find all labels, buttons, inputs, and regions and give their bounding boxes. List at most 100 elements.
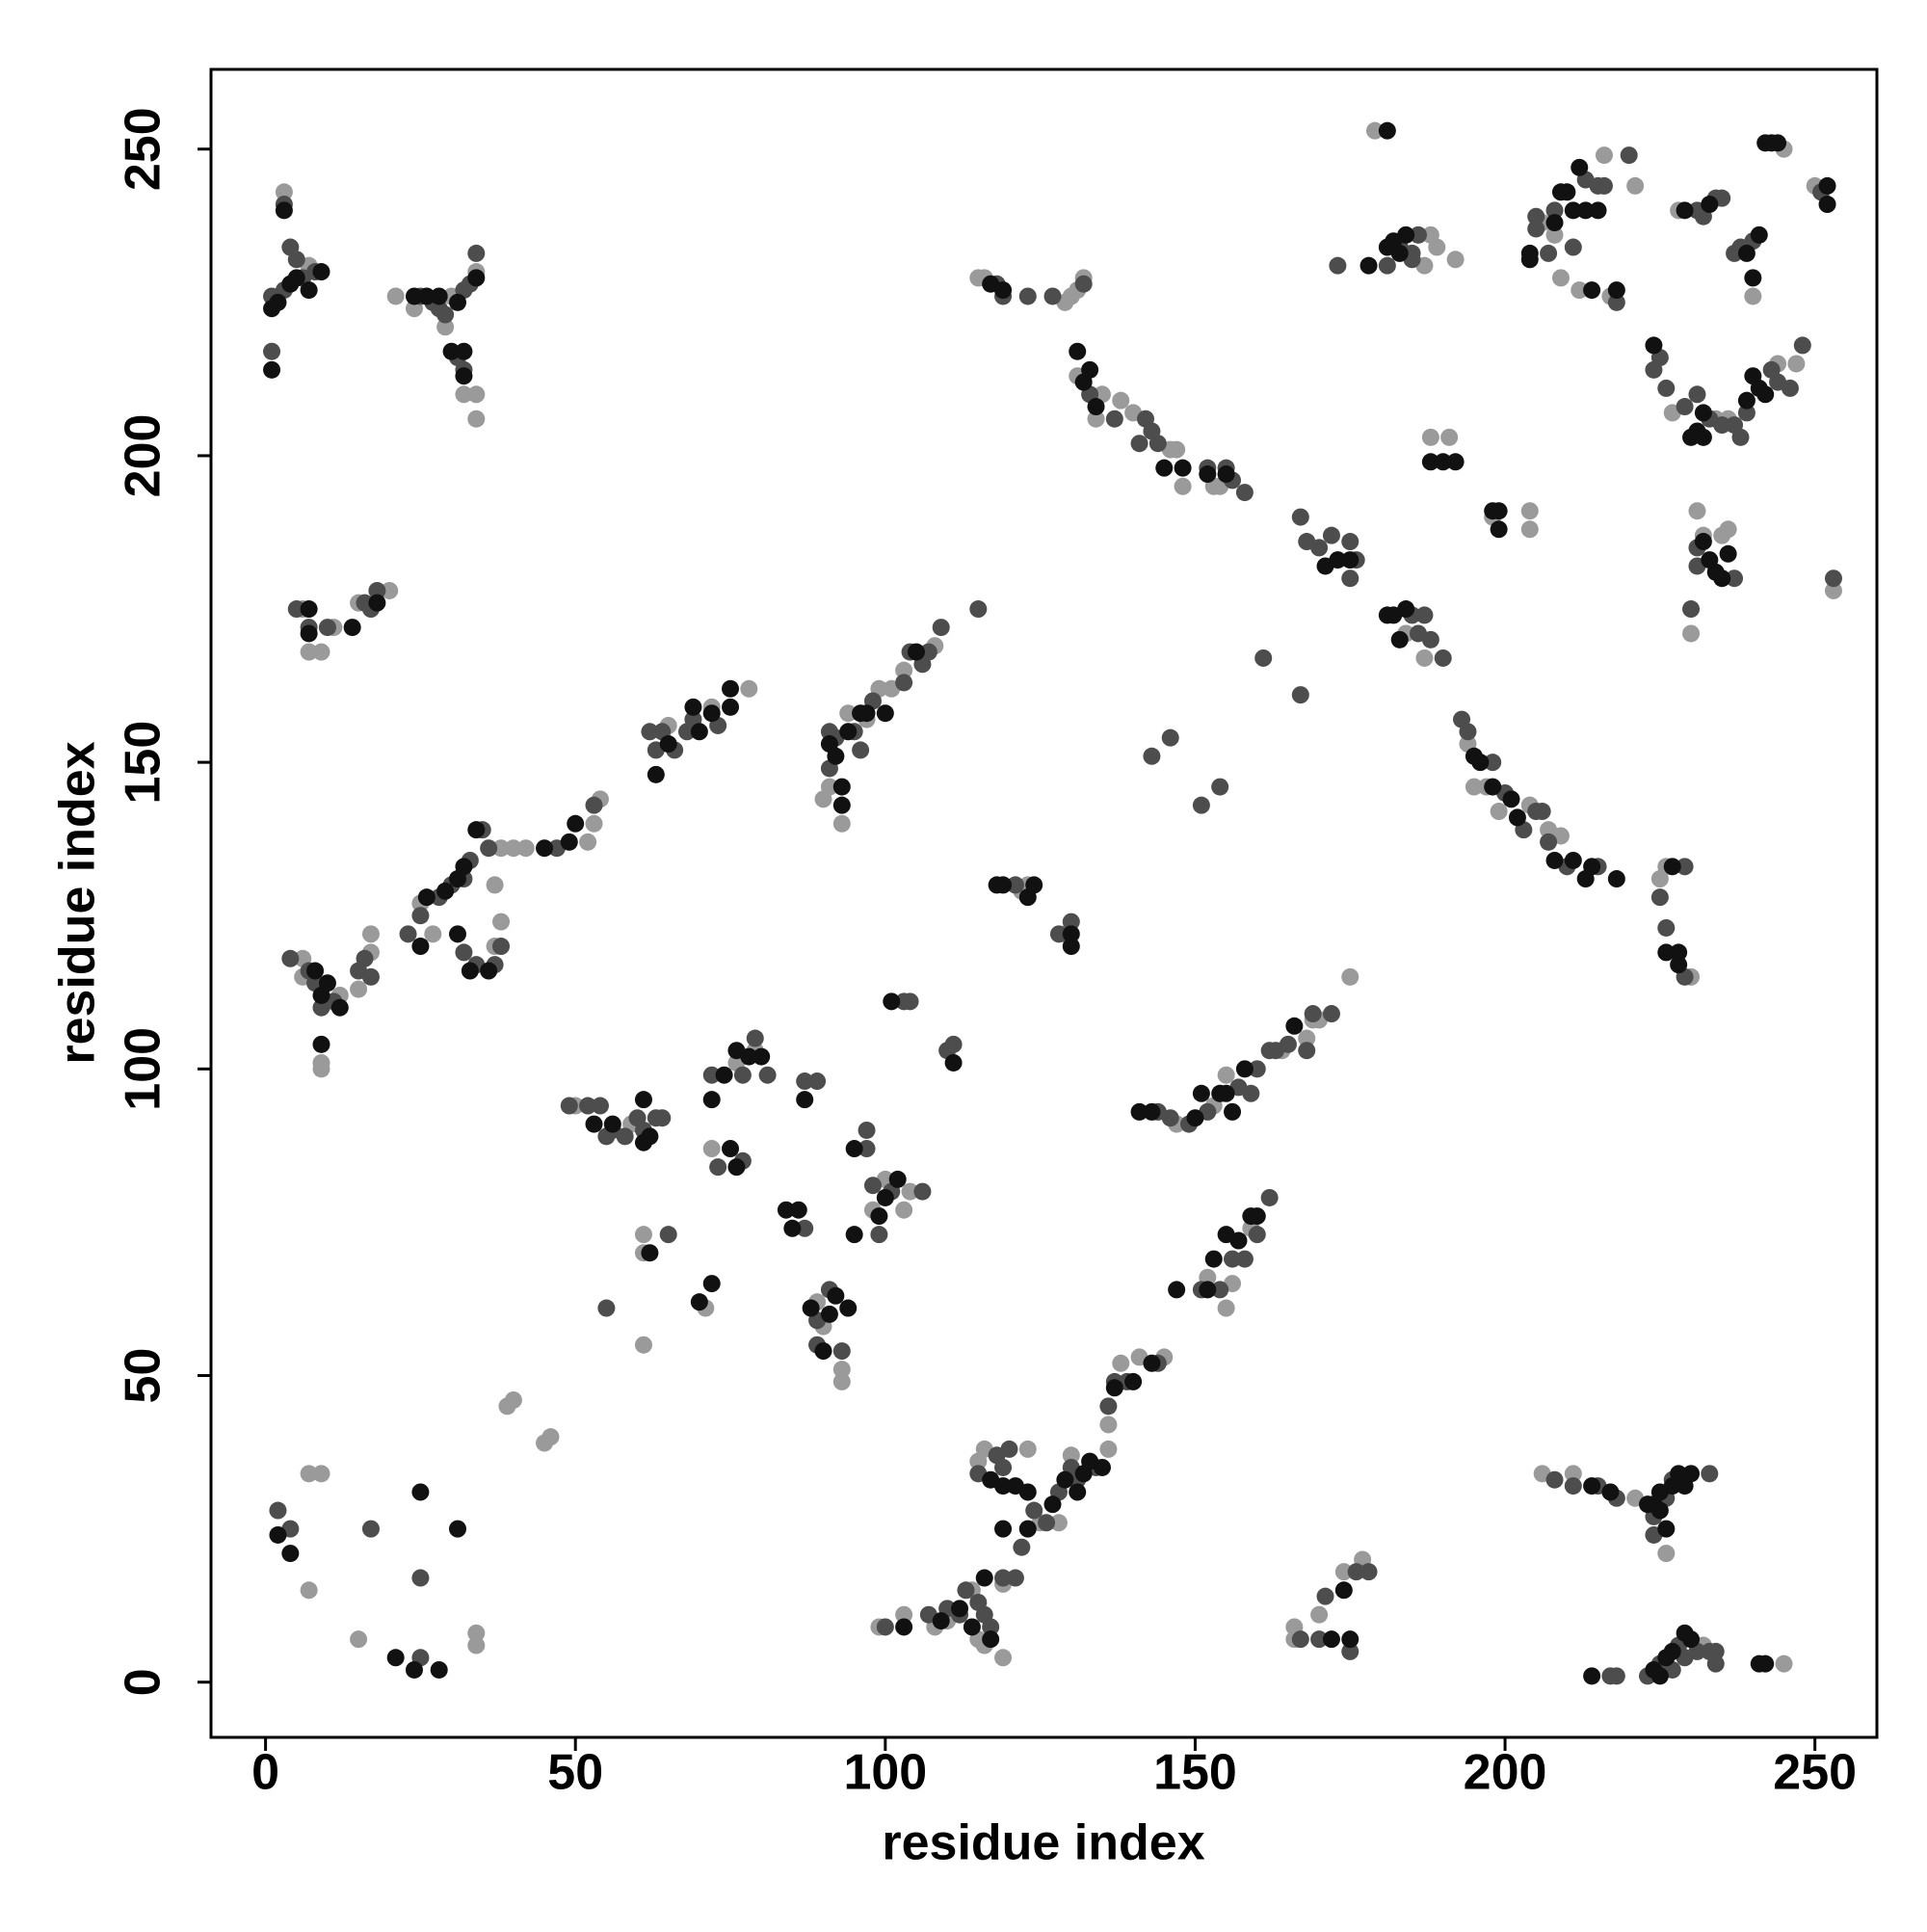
point [1062, 913, 1080, 931]
point [430, 287, 448, 305]
point [411, 938, 430, 956]
point [300, 600, 318, 619]
point [467, 410, 486, 428]
point [876, 1618, 894, 1636]
point [1657, 1520, 1676, 1538]
point [1322, 1630, 1340, 1649]
point [1490, 520, 1508, 539]
point [727, 1158, 746, 1177]
point [318, 974, 336, 992]
point [1006, 876, 1024, 894]
point [1564, 238, 1582, 256]
point [350, 980, 368, 998]
point [597, 1299, 616, 1317]
point [1471, 754, 1490, 772]
point [411, 1483, 430, 1501]
point [1583, 858, 1601, 876]
point [895, 1605, 913, 1624]
point [913, 1182, 932, 1201]
point [1756, 1654, 1775, 1673]
point [306, 962, 325, 980]
point [1316, 1587, 1334, 1605]
point [1490, 502, 1508, 520]
point [1415, 606, 1434, 624]
point [381, 581, 399, 599]
point [1217, 465, 1235, 484]
point [702, 1140, 721, 1158]
point [1322, 1005, 1340, 1023]
point [1341, 533, 1359, 551]
point [480, 839, 498, 858]
point [1199, 465, 1217, 484]
point [1397, 600, 1415, 619]
point [653, 1109, 672, 1127]
point [1229, 1231, 1248, 1250]
point [982, 1618, 1000, 1636]
point [386, 1649, 405, 1667]
point [1787, 355, 1806, 373]
x-tick-label: 250 [1773, 1745, 1857, 1801]
y-tick-label: 0 [116, 1668, 172, 1696]
point [1038, 1514, 1056, 1532]
point [312, 643, 330, 661]
point [901, 992, 919, 1011]
point [399, 925, 417, 943]
point [1018, 1483, 1037, 1501]
point [994, 1477, 1013, 1495]
point [796, 1072, 814, 1091]
point [901, 1182, 919, 1201]
point [722, 679, 740, 698]
point [1341, 1630, 1359, 1649]
point [455, 385, 473, 404]
point [1540, 833, 1558, 851]
point [411, 907, 430, 925]
point [722, 1140, 740, 1158]
point [802, 1299, 820, 1317]
point [1595, 176, 1613, 195]
point [486, 876, 504, 894]
point [300, 281, 318, 300]
point [1620, 146, 1638, 165]
point [1025, 876, 1043, 894]
point [1224, 1250, 1242, 1268]
point [1112, 391, 1130, 410]
point [1428, 238, 1446, 256]
point [1341, 967, 1359, 986]
point [1676, 858, 1694, 876]
point [1713, 569, 1731, 588]
point [1694, 428, 1712, 446]
point [1502, 790, 1520, 808]
y-tick-label: 50 [116, 1348, 172, 1404]
point [1676, 398, 1694, 416]
point [436, 305, 455, 324]
point [1006, 1569, 1024, 1587]
point [994, 1649, 1013, 1667]
point [659, 735, 677, 754]
point [560, 833, 578, 851]
point [1446, 251, 1465, 269]
point [1341, 1642, 1359, 1660]
point [1130, 435, 1148, 453]
point [591, 1097, 609, 1115]
point [641, 1127, 659, 1146]
point [876, 1188, 894, 1206]
point [994, 876, 1013, 894]
point [796, 1091, 814, 1109]
point [634, 1091, 652, 1109]
point [1626, 176, 1645, 195]
point [1211, 1281, 1229, 1299]
point [480, 962, 498, 980]
point [1545, 214, 1564, 232]
point [789, 1201, 807, 1219]
point [417, 287, 436, 305]
point [275, 201, 293, 220]
point [1676, 201, 1694, 220]
point [982, 1630, 1000, 1649]
point [746, 1029, 764, 1047]
point [1056, 1470, 1074, 1489]
point [1025, 1501, 1043, 1520]
point [1298, 1042, 1316, 1060]
point [1248, 1060, 1266, 1078]
point [1285, 1017, 1304, 1035]
